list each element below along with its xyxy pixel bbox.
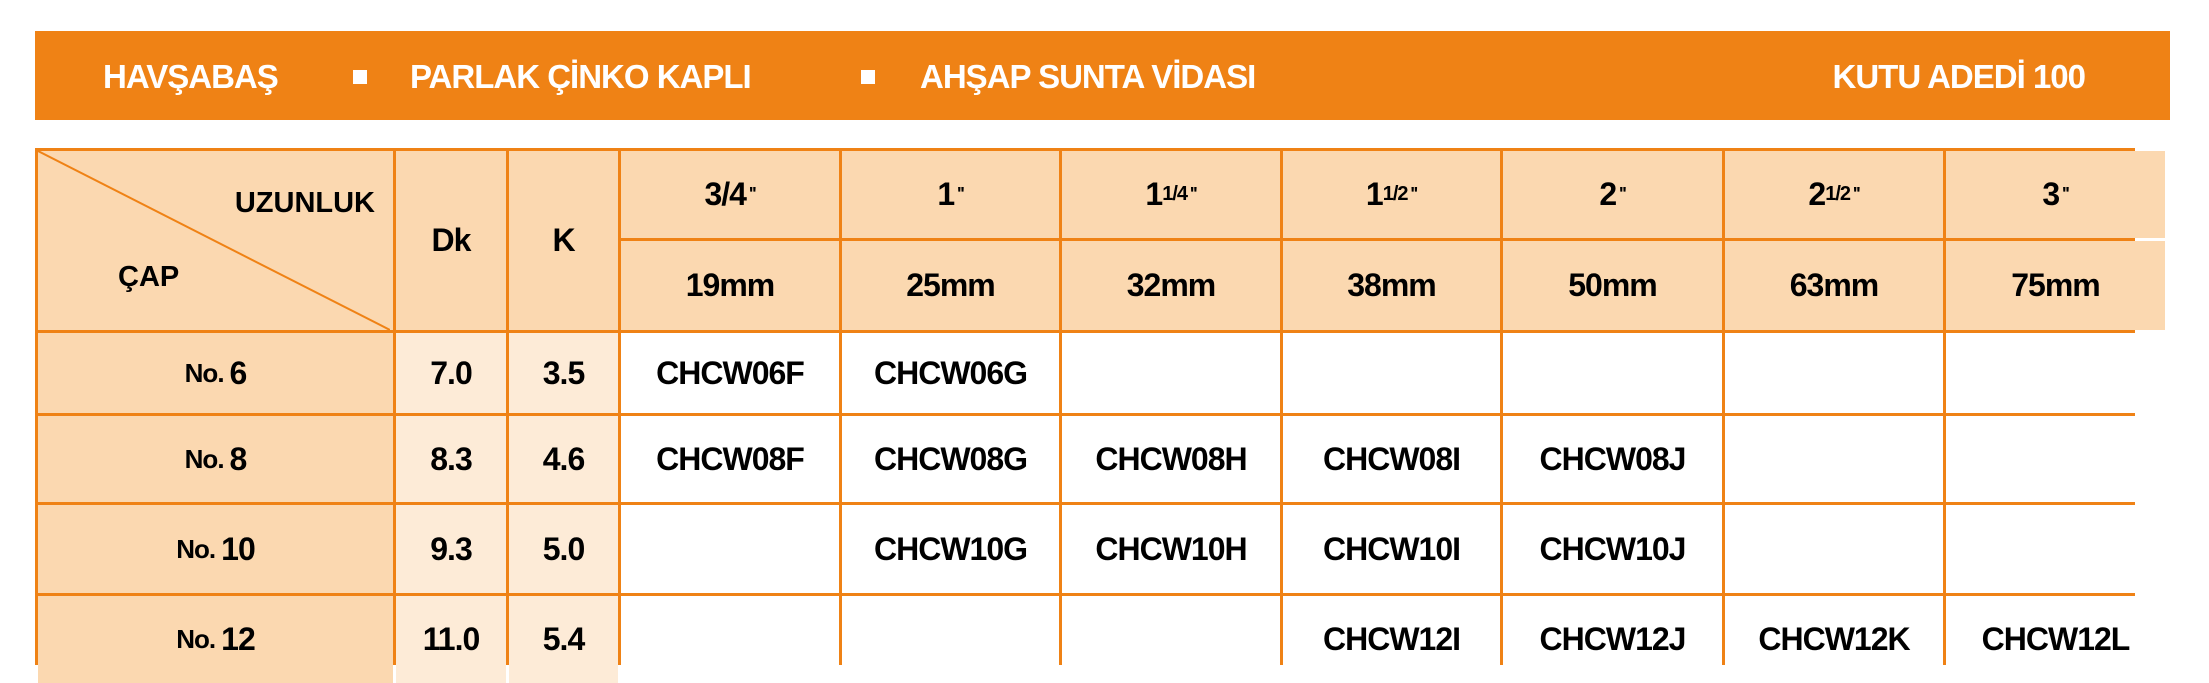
length-inch-header: 1 '' (842, 151, 1059, 238)
length-mm-header: 75mm (1946, 241, 2165, 330)
product-code-cell: CHCW08F (621, 416, 839, 502)
length-inch-header: 1 1/2 '' (1283, 151, 1500, 238)
size-prefix: No. (184, 357, 225, 388)
dk-value: 11.0 (396, 596, 506, 683)
inch-whole: 1 (937, 176, 955, 212)
size-prefix: No. (184, 443, 225, 474)
dk-value: 9.3 (396, 505, 506, 593)
row-size-header: No. 12 (38, 596, 393, 683)
row-size-header: No. 8 (38, 416, 393, 502)
dk-header: Dk (396, 151, 506, 330)
length-mm-header: 19mm (621, 241, 839, 330)
inch-mark: '' (748, 184, 757, 204)
product-code-cell: CHCW12K (1725, 596, 1943, 683)
banner-item: HAVŞABAŞ (103, 58, 279, 95)
length-mm-header: 32mm (1062, 241, 1280, 330)
product-code-cell (621, 505, 839, 593)
product-code-cell (1946, 333, 2165, 413)
fraction-denominator: /4 (1172, 183, 1188, 205)
banner-item: AHŞAP SUNTA VİDASI (920, 58, 1256, 95)
size-prefix: No. (176, 624, 216, 654)
product-code-cell: CHCW06G (842, 333, 1059, 413)
inch-mark: '' (957, 184, 965, 204)
length-inch-header: 2 1/2 '' (1725, 151, 1943, 238)
length-inch-header: 3 '' (1946, 151, 2165, 238)
length-inch-header: 1 1/4 '' (1062, 151, 1280, 238)
product-code-cell (1062, 333, 1280, 413)
product-code-cell: CHCW10G (842, 505, 1059, 593)
product-code-cell: CHCW10J (1503, 505, 1722, 593)
product-code-cell: CHCW08I (1283, 416, 1500, 502)
size-prefix: No. (176, 533, 216, 564)
size-number: 6 (229, 354, 248, 391)
fraction-numerator: 1 (1382, 183, 1394, 205)
product-code-cell: CHCW12I (1283, 596, 1500, 683)
diagonal-divider (38, 151, 390, 330)
banner-item: PARLAK ÇİNKO KAPLI (410, 58, 752, 95)
length-mm-header: 38mm (1283, 241, 1500, 330)
product-code-cell (1946, 505, 2165, 593)
k-header: K (509, 151, 618, 330)
inch-whole: 1 (1365, 176, 1384, 212)
product-code-cell: CHCW10I (1283, 505, 1500, 593)
product-table: UZUNLUK ÇAP Dk K 3/4 '' 1 '' 1 1/4 '' 1 1/2 '' 2 ''… (35, 148, 2165, 683)
row-size-header: No. 10 (38, 505, 393, 593)
product-code-cell (621, 596, 839, 683)
inch-mark: '' (1410, 184, 1419, 204)
square-bullet-icon (861, 70, 875, 84)
corner-header: UZUNLUK ÇAP (38, 151, 393, 330)
k-value: 5.4 (509, 596, 618, 683)
dk-value: 8.3 (396, 416, 506, 502)
product-code-cell: CHCW12L (1946, 596, 2165, 683)
inch-whole: 3/4 (704, 176, 746, 212)
inch-whole: 1 (1145, 176, 1163, 212)
size-number: 8 (229, 440, 248, 477)
product-code-cell (842, 596, 1059, 683)
length-inch-header: 3/4 '' (621, 151, 839, 238)
product-code-cell: CHCW08G (842, 416, 1059, 502)
fraction-numerator: 1 (1825, 183, 1836, 205)
inch-mark: '' (1190, 184, 1198, 204)
diameter-label: ÇAP (118, 261, 180, 293)
square-bullet-icon (353, 70, 367, 84)
product-code-cell: CHCW06F (621, 333, 839, 413)
product-code-cell: CHCW12J (1503, 596, 1722, 683)
length-mm-header: 25mm (842, 241, 1059, 330)
fraction-denominator: /2 (1835, 183, 1851, 205)
product-code-cell (1725, 505, 1943, 593)
product-code-cell (1946, 416, 2165, 502)
product-code-cell (1725, 333, 1943, 413)
product-code-cell: CHCW08J (1503, 416, 1722, 502)
length-inch-header: 2 '' (1503, 151, 1722, 238)
inch-whole: 2 (1808, 176, 1826, 212)
k-value: 4.6 (509, 416, 618, 502)
inch-whole: 2 (1599, 176, 1617, 212)
inch-whole: 3 (2042, 176, 2060, 212)
product-code-cell (1725, 416, 1943, 502)
title-banner: HAVŞABAŞ PARLAK ÇİNKO KAPLI AHŞAP SUNTA … (35, 31, 2170, 120)
fraction-numerator: 1 (1162, 183, 1173, 205)
product-code-cell (1283, 333, 1500, 413)
fraction-denominator: /2 (1392, 183, 1409, 205)
length-label: UZUNLUK (234, 187, 375, 219)
inch-mark: '' (2062, 184, 2070, 204)
length-mm-header: 63mm (1725, 241, 1943, 330)
k-value: 5.0 (509, 505, 618, 593)
product-code-cell (1062, 596, 1280, 683)
row-size-header: No. 6 (38, 333, 393, 413)
length-mm-header: 50mm (1503, 241, 1722, 330)
size-number: 12 (221, 621, 256, 657)
product-code-cell: CHCW08H (1062, 416, 1280, 502)
k-value: 3.5 (509, 333, 618, 413)
box-quantity: KUTU ADEDİ 100 (1832, 58, 2086, 95)
inch-mark: '' (1853, 184, 1861, 204)
inch-mark: '' (1619, 184, 1627, 204)
size-number: 10 (221, 530, 256, 567)
dk-value: 7.0 (396, 333, 506, 413)
product-code-cell (1503, 333, 1722, 413)
product-code-cell: CHCW10H (1062, 505, 1280, 593)
